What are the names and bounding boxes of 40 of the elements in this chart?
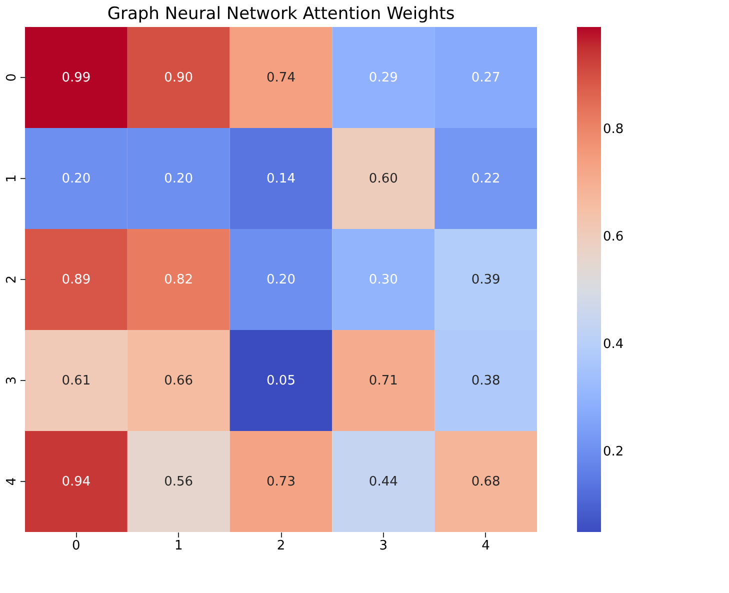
- y-tick-label: 3: [4, 376, 20, 385]
- color-bar-label: 0.8: [603, 122, 624, 138]
- data-label: 0.39: [471, 272, 500, 288]
- x-tick-label: 4: [482, 538, 490, 554]
- data-label: 0.66: [164, 374, 194, 388]
- data-label: 0.22: [471, 172, 500, 186]
- chart-title: Graph Neural Network Attention Weights: [107, 4, 455, 24]
- data-label: 0.44: [368, 474, 398, 490]
- data-label: 0.20: [164, 172, 194, 186]
- data-label: 0.94: [62, 474, 91, 490]
- data-label: 0.99: [62, 70, 91, 86]
- data-label: 0.68: [471, 474, 500, 490]
- color-bar-label: 0.6: [603, 230, 624, 245]
- data-label: 0.27: [471, 70, 500, 86]
- x-tick-label: 3: [379, 538, 388, 554]
- data-label: 0.20: [62, 172, 91, 186]
- y-tick-label: 0: [4, 73, 20, 82]
- data-label: 0.89: [62, 272, 91, 288]
- data-label: 0.56: [164, 474, 194, 490]
- color-bar-label: 0.2: [603, 444, 624, 460]
- y-tick-label: 2: [4, 275, 20, 284]
- data-label: 0.74: [266, 70, 296, 86]
- data-label: 0.38: [471, 374, 500, 388]
- color-bar-label: 0.4: [603, 336, 624, 352]
- data-label: 0.20: [266, 272, 296, 288]
- x-tick-label: 1: [174, 538, 183, 554]
- y-tick-label: 1: [4, 174, 20, 183]
- data-label: 0.73: [266, 474, 296, 490]
- data-label: 0.71: [368, 374, 398, 388]
- data-label: 0.29: [368, 70, 398, 86]
- x-tick-label: 0: [72, 538, 80, 554]
- data-label: 0.30: [368, 272, 398, 288]
- y-tick-label: 4: [4, 477, 20, 486]
- data-label: 0.60: [368, 172, 398, 186]
- data-label: 0.61: [62, 374, 91, 388]
- data-label: 0.05: [266, 374, 296, 388]
- data-label: 0.90: [164, 70, 194, 86]
- x-tick-label: 2: [276, 538, 286, 554]
- data-label: 0.14: [266, 172, 296, 186]
- data-label: 0.82: [164, 272, 194, 288]
